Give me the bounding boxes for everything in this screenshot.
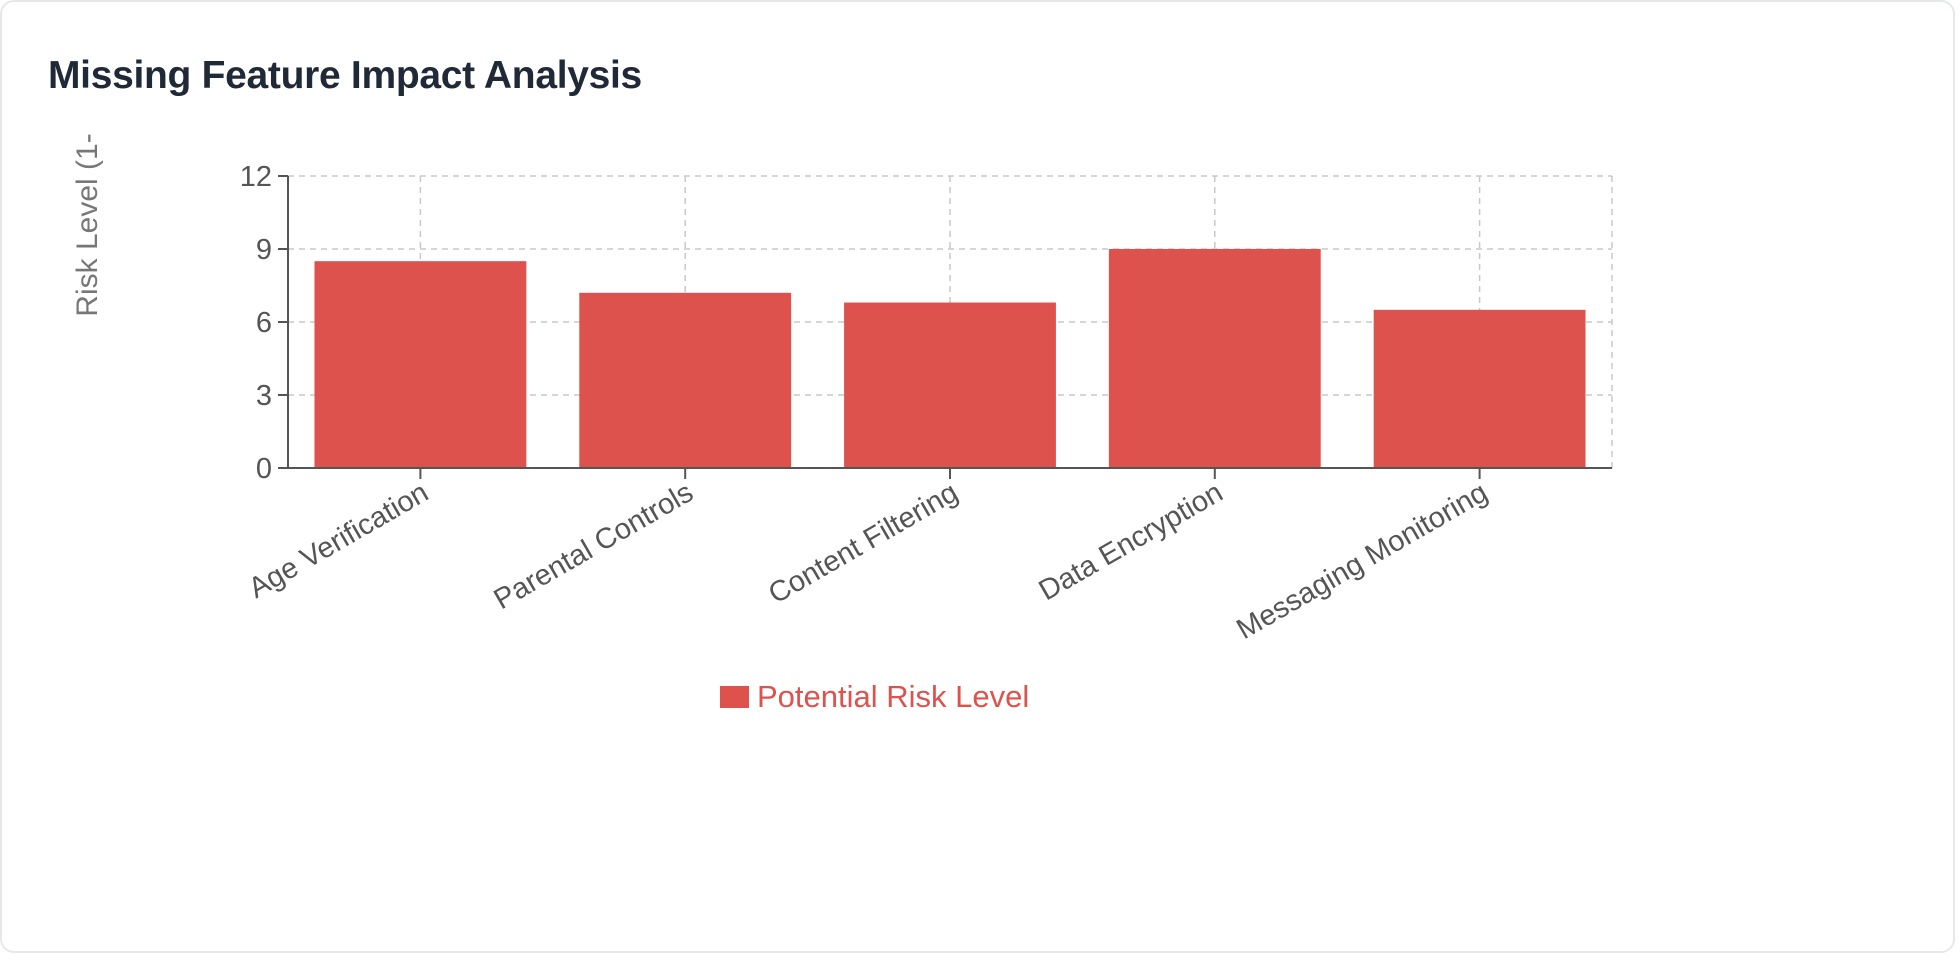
x-tick-label: Messaging Monitoring (1231, 476, 1493, 646)
bar[interactable] (1373, 309, 1586, 468)
x-axis-ticks: Age Verification Parental Controls Content… (243, 468, 1493, 646)
y-tick-label: 6 (256, 307, 272, 339)
legend-swatch (720, 686, 749, 708)
x-tick-label: Data Encryption (1034, 476, 1229, 607)
chart-card: Missing Feature Impact Analysis (0, 0, 1955, 953)
x-tick-label: Parental Controls (489, 476, 699, 616)
x-tick-label: Age Verification (243, 476, 434, 604)
y-tick-label: 9 (256, 234, 272, 266)
bars (314, 249, 1586, 468)
bar[interactable] (579, 292, 792, 468)
bar[interactable] (314, 261, 527, 468)
y-tick-label: 3 (256, 380, 272, 412)
y-axis-label: Risk Level (1- (71, 133, 104, 316)
x-tick-label: Content Filtering (763, 476, 963, 610)
legend[interactable]: Potential Risk Level (720, 679, 1029, 714)
y-tick-label: 0 (256, 453, 272, 485)
y-tick-label: 12 (240, 161, 272, 193)
bar[interactable] (844, 302, 1056, 468)
chart-title: Missing Feature Impact Analysis (48, 54, 642, 97)
y-axis-ticks: 0 3 6 9 12 (240, 161, 288, 485)
bar[interactable] (1108, 249, 1321, 468)
legend-label[interactable]: Potential Risk Level (757, 679, 1029, 714)
